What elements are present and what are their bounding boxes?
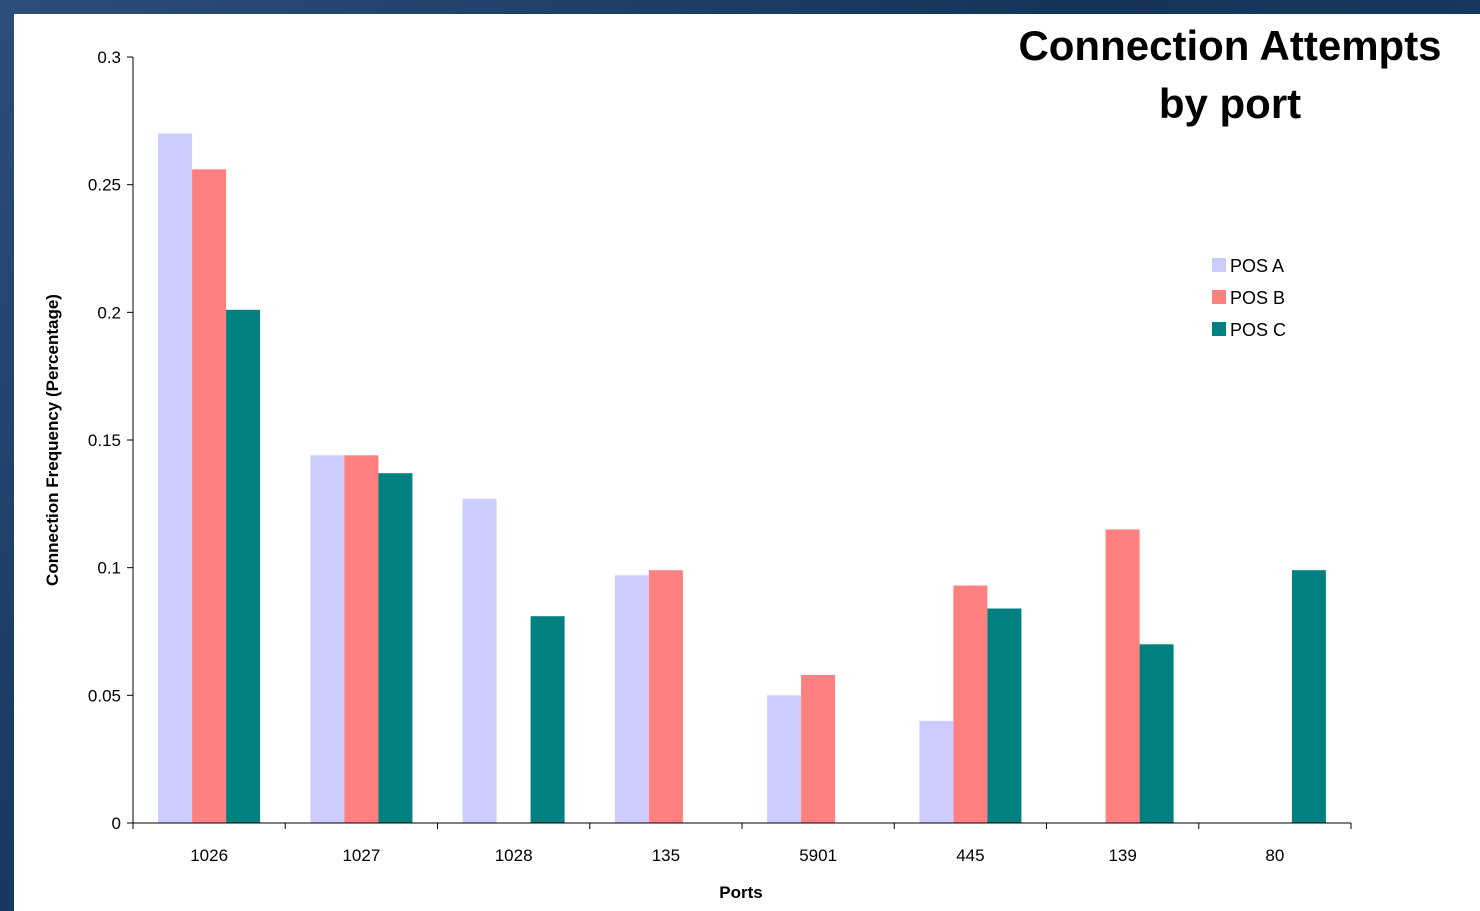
- bar-pos-b-1026: [192, 169, 227, 824]
- legend-swatch: [1212, 290, 1226, 304]
- y-tick-label: 0.2: [97, 303, 121, 322]
- axes-layer: [127, 56, 1352, 829]
- tick-labels-layer: 0 0.05 0.1 0.15 0.2 0.25 0.3 1026 1027 1028 135 590…: [88, 48, 1284, 865]
- x-tick-label: 1026: [190, 846, 228, 865]
- y-tick-label: 0.25: [88, 176, 121, 195]
- x-tick-label: 1028: [495, 846, 533, 865]
- legend: POS A POS B POS C: [1212, 256, 1286, 340]
- x-tick-label: 1027: [342, 846, 380, 865]
- chart-title: Connection Attempts by port: [1018, 22, 1441, 127]
- x-axis-title: Ports: [719, 883, 762, 902]
- legend-label: POS C: [1230, 320, 1286, 340]
- bar-pos-c-1028: [530, 616, 565, 823]
- bar-pos-c-1026: [226, 309, 261, 823]
- x-tick-label: 5901: [799, 846, 837, 865]
- bar-pos-c-445: [987, 608, 1022, 823]
- legend-swatch: [1212, 258, 1226, 272]
- legend-swatch: [1212, 322, 1226, 336]
- bar-pos-c-80: [1291, 570, 1326, 823]
- x-tick-label: 80: [1265, 846, 1284, 865]
- y-tick-label: 0: [112, 814, 121, 833]
- bar-pos-c-1027: [378, 473, 413, 823]
- bar-pos-a-1028: [462, 498, 497, 823]
- bar-pos-b-5901: [801, 674, 836, 823]
- bar-pos-a-1027: [310, 455, 345, 823]
- legend-label: POS A: [1230, 256, 1284, 276]
- bar-pos-a-1026: [158, 133, 193, 824]
- y-tick-label: 0.15: [88, 431, 121, 450]
- bar-pos-c-139: [1139, 644, 1174, 823]
- y-tick-label: 0.05: [88, 686, 121, 705]
- bar-pos-a-135: [614, 575, 649, 823]
- bar-pos-b-139: [1105, 529, 1140, 823]
- chart-title-line-2: by port: [1159, 80, 1301, 127]
- y-axis-title: Connection Frequency (Percentage): [43, 294, 62, 586]
- bar-pos-a-5901: [767, 695, 802, 823]
- x-tick-label: 139: [1108, 846, 1136, 865]
- bar-pos-a-445: [919, 720, 954, 823]
- legend-label: POS B: [1230, 288, 1285, 308]
- bar-pos-b-445: [953, 585, 988, 823]
- bar-pos-b-1027: [344, 455, 379, 823]
- x-tick-label: 445: [956, 846, 984, 865]
- x-tick-label: 135: [652, 846, 680, 865]
- y-tick-label: 0.1: [97, 559, 121, 578]
- y-tick-label: 0.3: [97, 48, 121, 67]
- bar-pos-b-135: [648, 570, 683, 823]
- bars-layer: [158, 133, 1326, 824]
- chart-title-line-1: Connection Attempts: [1018, 22, 1441, 69]
